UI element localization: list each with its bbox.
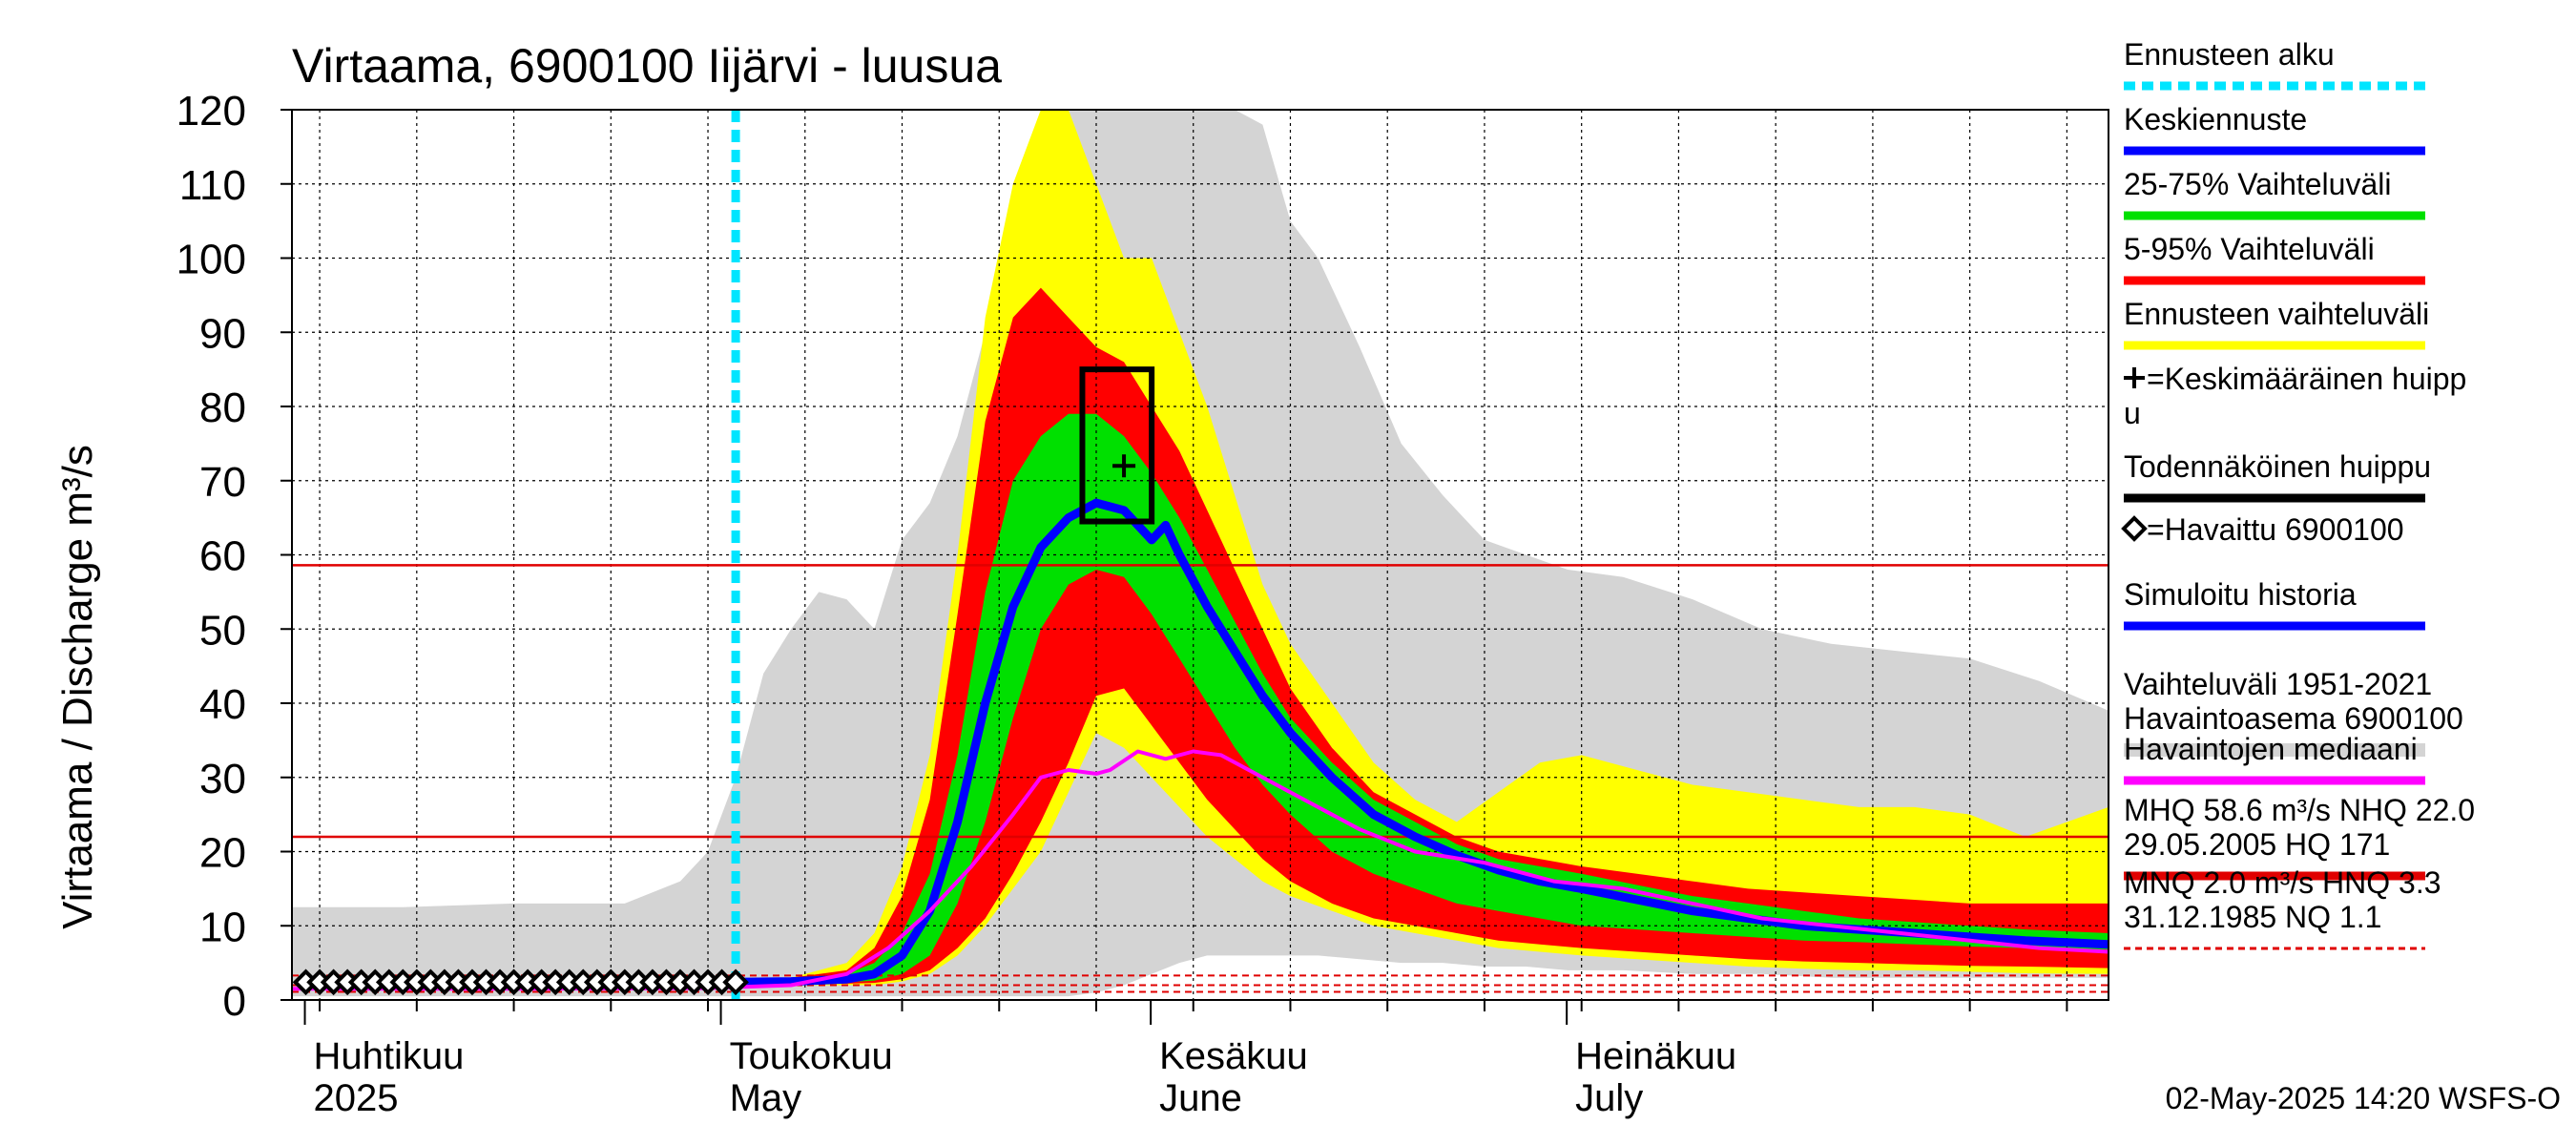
legend-label: Ennusteen alku (2124, 37, 2335, 72)
axes-layer: 0 10 20 30 40 50 60 70 80 90 100 110 120 Huhtikuu2025… (177, 88, 2109, 1119)
x-month-label: Huhtikuu (314, 1035, 465, 1077)
legend-swatch-plus (2124, 367, 2145, 388)
legend-item: Keskiennuste (2124, 102, 2425, 156)
legend-swatch-diamond (2121, 515, 2148, 542)
probable-peak-box (1079, 366, 1155, 525)
chart-title: Virtaama, 6900100 Iijärvi - luusua (292, 39, 1002, 93)
x-year-label: 2025 (314, 1077, 399, 1119)
legend-item: MHQ 58.6 m³/s NHQ 22.029.05.2005 HQ 171 (2124, 793, 2475, 881)
band-25-75-vaihteluv-li (736, 413, 2109, 984)
legend-item: =Havaittu 6900100 (2121, 512, 2404, 547)
legend-item: Havaintojen mediaani (2124, 732, 2425, 785)
x-year-label: June (1159, 1077, 1242, 1119)
observed-point (722, 968, 749, 996)
band-ennusteen-vaihteluv-li (736, 110, 2109, 986)
legend-label-second-line: Havaintoasema 6900100 (2124, 701, 2463, 736)
legend-item: Ennusteen vaihteluväli (2124, 297, 2429, 350)
series-line-keskiennuste (736, 498, 2109, 987)
line-layer (292, 110, 2109, 1000)
footer-timestamp: 02-May-2025 14:20 WSFS-O (2166, 1081, 2561, 1115)
x-month-label: Heinäkuu (1575, 1035, 1736, 1077)
legend-label-second-line: 31.12.1985 NQ 1.1 (2124, 900, 2381, 934)
y-tick-label: 10 (199, 904, 246, 950)
legend-label: Ennusteen vaihteluväli (2124, 297, 2429, 331)
y-axis-label: Virtaama / Discharge m³/s (54, 445, 101, 929)
legend-label: MNQ 2.0 m³/s HNQ 3.3 (2124, 865, 2441, 900)
legend-label: Keskiennuste (2124, 102, 2307, 136)
legend-label: Todennäköinen huippu (2124, 449, 2431, 484)
legend-item: Simuloitu historia (2124, 577, 2425, 631)
legend-label-second-line: u (2124, 396, 2141, 430)
band-layer (292, 110, 2109, 997)
y-tick-label: 100 (177, 237, 246, 283)
y-tick-label: 40 (199, 681, 246, 728)
legend-label: 5-95% Vaihteluväli (2124, 232, 2375, 266)
legend-label: =Keskimääräinen huipp (2147, 362, 2466, 396)
legend-item: MNQ 2.0 m³/s HNQ 3.331.12.1985 NQ 1.1 (2124, 865, 2441, 950)
y-tick-label: 90 (199, 310, 246, 357)
y-tick-label: 60 (199, 533, 246, 580)
legend-item: Ennusteen alku (2124, 37, 2425, 91)
y-tick-label: 0 (223, 978, 246, 1025)
legend-item: Todennäköinen huippu (2124, 449, 2431, 503)
legend-label-second-line: 29.05.2005 HQ 171 (2124, 827, 2390, 862)
legend-item: 5-95% Vaihteluväli (2124, 232, 2425, 285)
legend-label: =Havaittu 6900100 (2147, 512, 2404, 547)
y-tick-label: 70 (199, 459, 246, 506)
legend-item: 25-75% Vaihteluväli (2124, 167, 2425, 220)
y-tick-label: 50 (199, 607, 246, 654)
legend: Ennusteen alku Keskiennuste 25-75% Vaihtel… (2121, 37, 2475, 950)
legend-label: 25-75% Vaihteluväli (2124, 167, 2391, 201)
legend-label: Simuloitu historia (2124, 577, 2357, 612)
mean-peak-marker (1112, 454, 1136, 478)
y-tick-label: 20 (199, 830, 246, 877)
legend-label: Havaintojen mediaani (2124, 732, 2418, 766)
y-tick-label: 30 (199, 756, 246, 802)
legend-item: Vaihteluväli 1951-2021 Havaintoasema 690… (2124, 667, 2463, 757)
x-month-label: Kesäkuu (1159, 1035, 1308, 1077)
x-year-label: May (730, 1077, 802, 1119)
y-tick-label: 80 (199, 385, 246, 431)
legend-item: =Keskimääräinen huippu (2124, 362, 2466, 430)
series-line-havaintojen-mediaani (292, 749, 2109, 991)
x-year-label: July (1575, 1077, 1643, 1119)
y-tick-label: 120 (177, 88, 246, 135)
legend-label: MHQ 58.6 m³/s NHQ 22.0 (2124, 793, 2475, 827)
legend-label: Vaihteluväli 1951-2021 (2124, 667, 2432, 701)
x-month-label: Toukokuu (730, 1035, 893, 1077)
marker-layer (292, 366, 1155, 996)
y-tick-label: 110 (179, 162, 246, 209)
grid-layer (292, 110, 2109, 1000)
